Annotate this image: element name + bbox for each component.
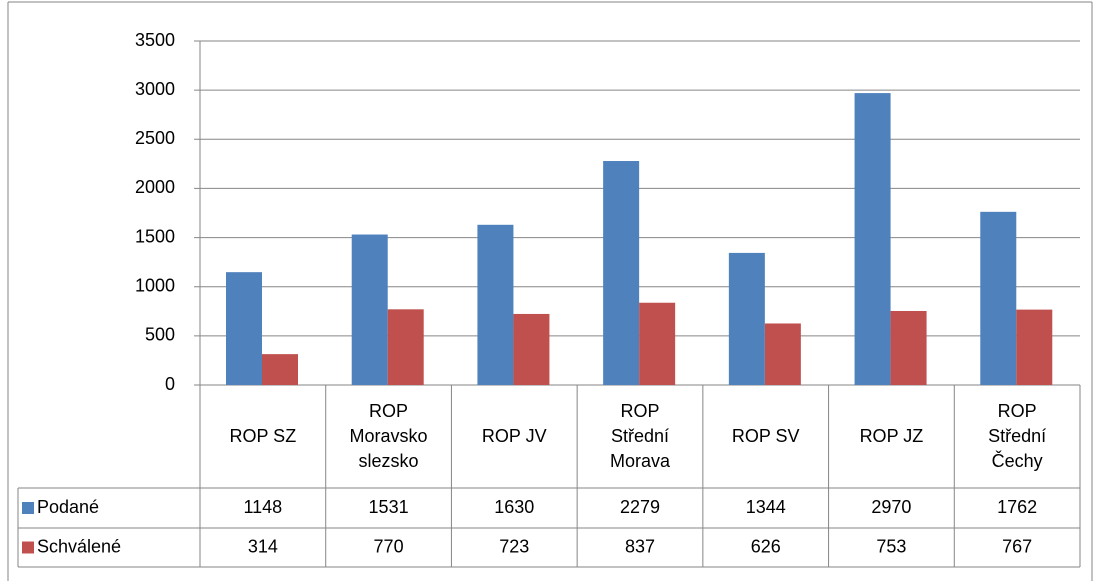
x-tick-label: ROP JV: [481, 426, 547, 446]
y-tick-label: 2500: [135, 128, 175, 148]
x-tick-label: ROP Moravsko slezsko: [349, 401, 428, 471]
bar: [1016, 309, 1053, 385]
y-tick-label: 1500: [135, 226, 175, 246]
bar: [603, 161, 640, 385]
y-tick-label: 3500: [135, 30, 175, 50]
x-tick-label: ROP Střední Morava: [609, 401, 670, 471]
table-value: 314: [248, 536, 278, 556]
bar: [387, 309, 424, 385]
y-tick-label: 2000: [135, 177, 175, 197]
table-value: 770: [374, 536, 404, 556]
table-value: 723: [499, 536, 529, 556]
x-tick-label: ROP Střední Čechy: [988, 401, 1047, 471]
legend-label: Podané: [37, 497, 99, 517]
table-value: 1762: [997, 497, 1037, 517]
bar: [262, 354, 298, 385]
bar: [351, 234, 388, 385]
table-value: 767: [1002, 536, 1032, 556]
table-value: 1148: [243, 497, 282, 517]
bar: [890, 310, 927, 385]
table-value: 753: [876, 536, 906, 556]
x-tick-label: ROP SZ: [229, 426, 297, 446]
x-tick-label: ROP SV: [731, 426, 800, 446]
y-tick-label: 3000: [135, 79, 175, 99]
y-tick-label: 1000: [135, 275, 175, 295]
table-value: 1630: [494, 497, 534, 517]
bar: [477, 224, 514, 385]
bar: [980, 211, 1017, 385]
table-value: 1344: [746, 497, 786, 517]
bar: [764, 323, 801, 385]
legend-swatch: [22, 502, 34, 514]
table-value: 2279: [620, 497, 660, 517]
legend-label: Schválené: [37, 536, 121, 556]
table-value: 1531: [369, 497, 409, 517]
legend-swatch: [22, 541, 34, 554]
y-tick-label: 500: [145, 325, 175, 345]
table-value: 626: [751, 536, 781, 556]
y-tick-label: 0: [165, 374, 175, 394]
bar: [728, 252, 765, 385]
bar: [513, 313, 550, 385]
table-value: 2970: [871, 497, 911, 517]
bar: [639, 302, 676, 385]
x-tick-label: ROP JZ: [859, 426, 924, 446]
bar: [854, 93, 891, 385]
table-value: 837: [625, 536, 655, 556]
bar: [226, 272, 262, 385]
